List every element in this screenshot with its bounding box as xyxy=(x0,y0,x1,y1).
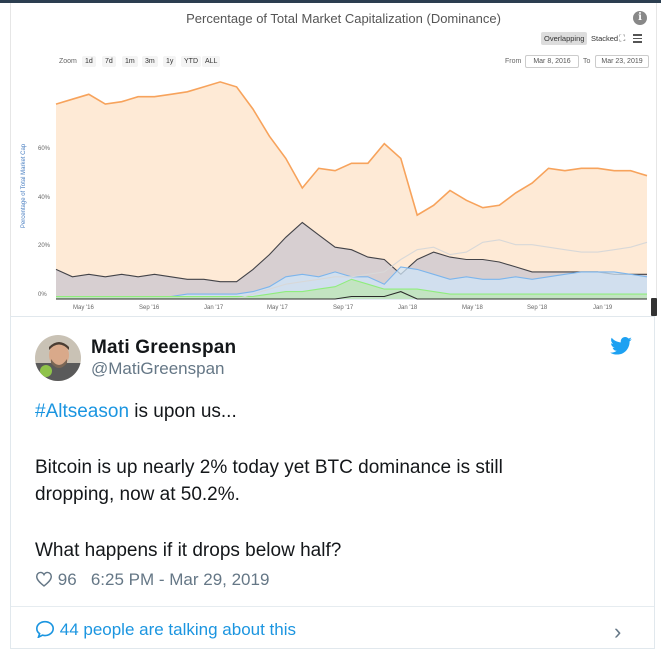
series-area-3 xyxy=(56,279,647,299)
x-tick-label: May '16 xyxy=(73,305,94,311)
x-tick-label: Sep '16 xyxy=(139,305,160,311)
top-bar xyxy=(0,0,661,3)
zoom-label: Zoom xyxy=(59,58,77,65)
x-tick-label: Jan '17 xyxy=(204,305,224,311)
y-tick-label: 20% xyxy=(38,243,51,249)
series-line-1[interactable] xyxy=(55,221,647,283)
to-label: To xyxy=(583,58,591,65)
y-tick-label: 60% xyxy=(38,146,51,152)
series-line-0[interactable] xyxy=(55,81,648,217)
zoom-7d-button[interactable]: 7d xyxy=(102,56,116,67)
tweet-meta: 96 6:25 PM - Mar 29, 2019 xyxy=(35,570,269,590)
expand-icon[interactable]: ⛶ xyxy=(619,33,626,43)
stacked-button[interactable]: Stacked xyxy=(591,34,619,43)
to-date-input[interactable]: Mar 23, 2019 xyxy=(595,55,649,68)
series-area-0 xyxy=(56,81,647,300)
tweet-text-line-4: What happens if it drops below half? xyxy=(35,540,342,561)
tweet-text-line-3: dropping, now at 50.2%. xyxy=(35,484,240,505)
zoom-1m-button[interactable]: 1m xyxy=(122,56,138,67)
scrollbar-handle[interactable] xyxy=(651,298,657,316)
zoom-1y-button[interactable]: 1y xyxy=(163,56,177,67)
overlapping-button[interactable]: Overlapping xyxy=(541,32,588,45)
tweet-text-line-1: #Altseason is upon us... xyxy=(35,401,237,423)
author-name[interactable]: Mati Greenspan xyxy=(91,337,237,358)
y-tick-label: 0% xyxy=(38,292,47,298)
x-tick-label: May '18 xyxy=(462,305,483,311)
x-tick-label: Sep '18 xyxy=(527,305,548,311)
x-tick-label: May '17 xyxy=(267,305,288,311)
menu-icon[interactable] xyxy=(633,34,642,45)
divider xyxy=(11,606,654,607)
info-icon[interactable]: i xyxy=(633,11,647,25)
zoom-ytd-button[interactable]: YTD xyxy=(181,56,201,67)
x-tick-label: Jan '18 xyxy=(398,305,418,311)
chevron-right-icon[interactable]: › xyxy=(614,619,622,644)
tweet-timestamp[interactable]: 6:25 PM - Mar 29, 2019 xyxy=(90,570,270,589)
like-count[interactable]: 96 xyxy=(57,570,77,589)
tweet-text-fragment: is upon us... xyxy=(129,401,237,422)
from-date-input[interactable]: Mar 8, 2016 xyxy=(525,55,579,68)
conversation-text: 44 people are talking about this xyxy=(59,620,297,639)
chart-panel: Percentage of Total Market Capitalizatio… xyxy=(10,3,657,316)
twitter-bird-icon[interactable] xyxy=(610,337,632,355)
series-line-5[interactable] xyxy=(56,291,647,300)
heart-icon[interactable] xyxy=(35,571,53,587)
zoom-3m-button[interactable]: 3m xyxy=(142,56,158,67)
tweet-text-line-2: Bitcoin is up nearly 2% today yet BTC do… xyxy=(35,457,503,478)
x-tick-label: Jan '19 xyxy=(593,305,613,311)
from-label: From xyxy=(505,58,522,65)
comment-icon xyxy=(35,620,55,639)
zoom-1d-button[interactable]: 1d xyxy=(82,56,96,67)
zoom-all-button[interactable]: ALL xyxy=(202,56,221,67)
chart-title: Percentage of Total Market Capitalizatio… xyxy=(186,11,501,26)
conversation-link[interactable]: 44 people are talking about this xyxy=(35,620,296,640)
y-tick-label: 40% xyxy=(38,195,51,201)
author-handle[interactable]: @MatiGreenspan xyxy=(91,359,225,378)
hashtag-link[interactable]: #Altseason xyxy=(35,401,130,422)
chart-plot-area xyxy=(55,81,648,300)
x-tick-label: Sep '17 xyxy=(333,305,354,311)
avatar[interactable] xyxy=(35,335,81,381)
series-line-3[interactable] xyxy=(56,278,647,298)
tweet-card: Mati Greenspan @MatiGreenspan #Altseason… xyxy=(10,316,655,649)
